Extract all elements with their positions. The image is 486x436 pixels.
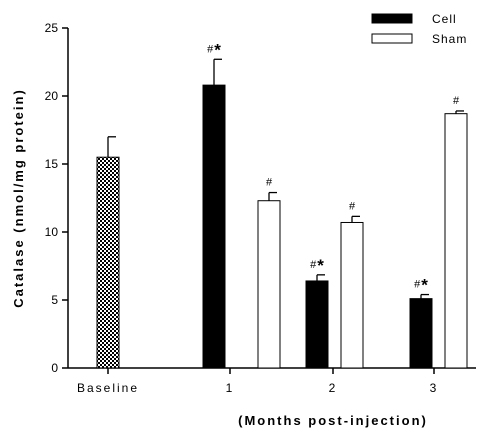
- bar-baseline-baseline: [96, 156, 120, 369]
- legend-swatch-cell: [371, 13, 413, 24]
- y-tick-label: 15: [45, 157, 59, 171]
- significance-annotation: #: [349, 200, 356, 212]
- bar-sham-1: [257, 200, 281, 369]
- y-tick-label: 20: [45, 89, 59, 103]
- significance-annotation: #: [453, 95, 460, 107]
- significance-annotation: #*: [310, 256, 324, 275]
- bar-sham-2: [340, 221, 364, 369]
- legend: Cell Sham: [371, 12, 467, 46]
- x-tick-label: 1: [226, 381, 235, 395]
- legend-label-sham: Sham: [432, 32, 467, 46]
- x-tick-label: Baseline: [77, 381, 139, 395]
- x-tick-label: 3: [430, 381, 439, 395]
- bar-cell-1: [202, 84, 226, 369]
- significance-annotation: #: [266, 177, 273, 189]
- x-axis-title: (Months post-injection): [238, 413, 428, 428]
- legend-label-cell: Cell: [432, 12, 457, 26]
- significance-annotation: #*: [414, 276, 428, 295]
- bar-cell-2: [305, 280, 329, 369]
- bars: #* #* #* # # #: [96, 40, 468, 369]
- x-category-labels: Baseline 1 2 3: [77, 368, 439, 395]
- y-tick-label: 5: [51, 293, 58, 307]
- significance-annotation: #*: [207, 40, 221, 59]
- y-tick-label: 10: [45, 225, 59, 239]
- y-tick-label: 25: [45, 21, 59, 35]
- bar-sham-3: [444, 113, 468, 369]
- y-ticks: 0 5 10 15 20 25: [45, 21, 68, 375]
- bar-cell-3: [409, 298, 433, 369]
- x-tick-label: 2: [329, 381, 338, 395]
- y-tick-label: 0: [51, 361, 58, 375]
- y-axis-title: Catalase (nmol/mg protein): [11, 88, 26, 308]
- legend-swatch-sham: [371, 33, 413, 44]
